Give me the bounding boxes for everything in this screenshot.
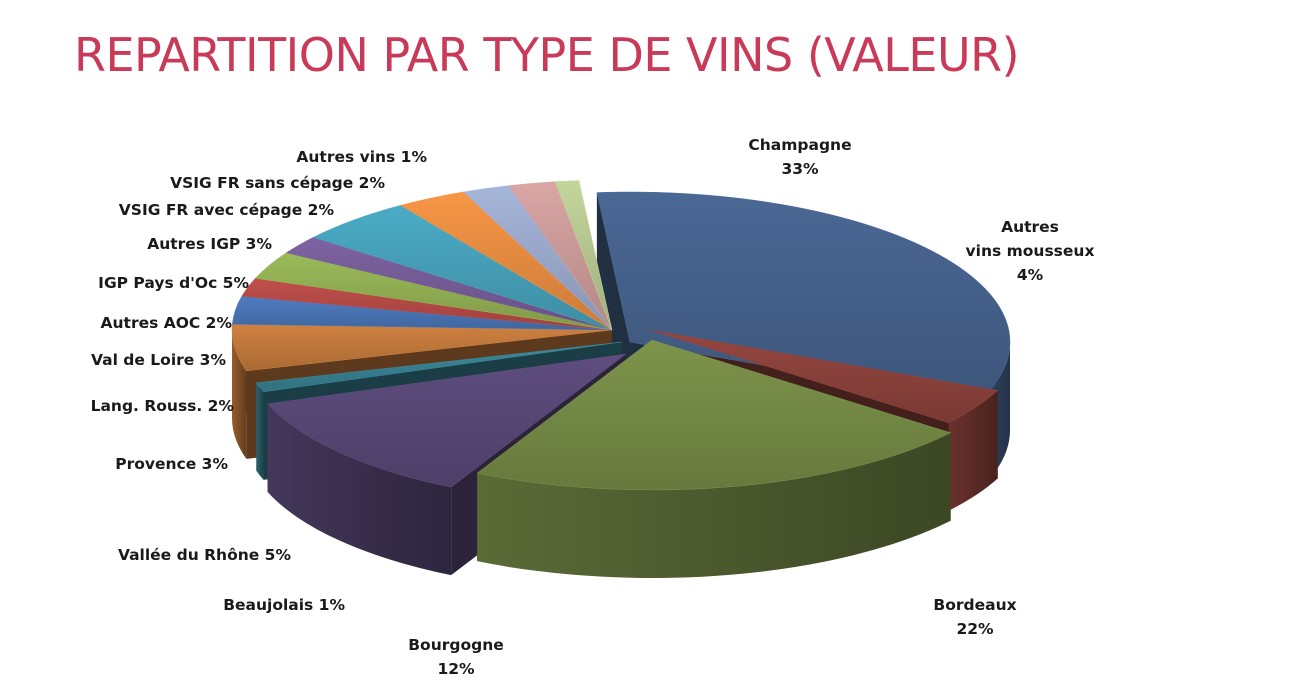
label-bordeaux: Bordeaux 22% <box>933 596 1016 638</box>
label-vsig-sans-cepage: VSIG FR sans cépage 2% <box>170 174 385 192</box>
slice-wall-bourgogne <box>267 403 452 576</box>
label-autres-vins: Autres vins 1% <box>296 148 427 166</box>
label-autres-mousseux: Autres vins mousseux 4% <box>966 218 1095 284</box>
slice-wall-bordeaux <box>477 432 951 578</box>
label-champagne: Champagne 33% <box>748 136 851 178</box>
slice-wall-autres-mousseux <box>948 390 998 511</box>
slice-wall-beaujolais <box>256 382 264 480</box>
slice-labels: Champagne 33% Autres vins mousseux 4% Bordeau… <box>91 136 1095 678</box>
slice-wall-vallee-du-rhone <box>232 330 247 459</box>
label-vallee-du-rhone: Vallée du Rhône 5% <box>118 546 292 564</box>
label-val-de-loire: Val de Loire 3% <box>91 351 226 369</box>
label-bourgogne: Bourgogne 12% <box>408 636 504 678</box>
label-lang-rouss: Lang. Rouss. 2% <box>91 397 235 415</box>
chart-title: REPARTITION PAR TYPE DE VINS (VALEUR) <box>74 28 1020 82</box>
slice-autres-mousseux <box>649 329 999 424</box>
slice-autres-vins <box>554 180 613 331</box>
slice-bordeaux <box>476 339 952 491</box>
label-autres-igp: Autres IGP 3% <box>147 235 272 253</box>
label-beaujolais: Beaujolais 1% <box>223 596 345 614</box>
label-provence: Provence 3% <box>115 455 228 473</box>
pie-tops <box>231 180 1011 491</box>
label-igp-pays-doc: IGP Pays d'Oc 5% <box>98 274 249 292</box>
slice-bourgogne <box>267 353 627 488</box>
slice-champagne <box>596 191 1011 403</box>
label-autres-aoc: Autres AOC 2% <box>101 314 233 332</box>
label-vsig-avec-cepage: VSIG FR avec cépage 2% <box>119 201 335 219</box>
slice-beaujolais <box>255 341 623 393</box>
